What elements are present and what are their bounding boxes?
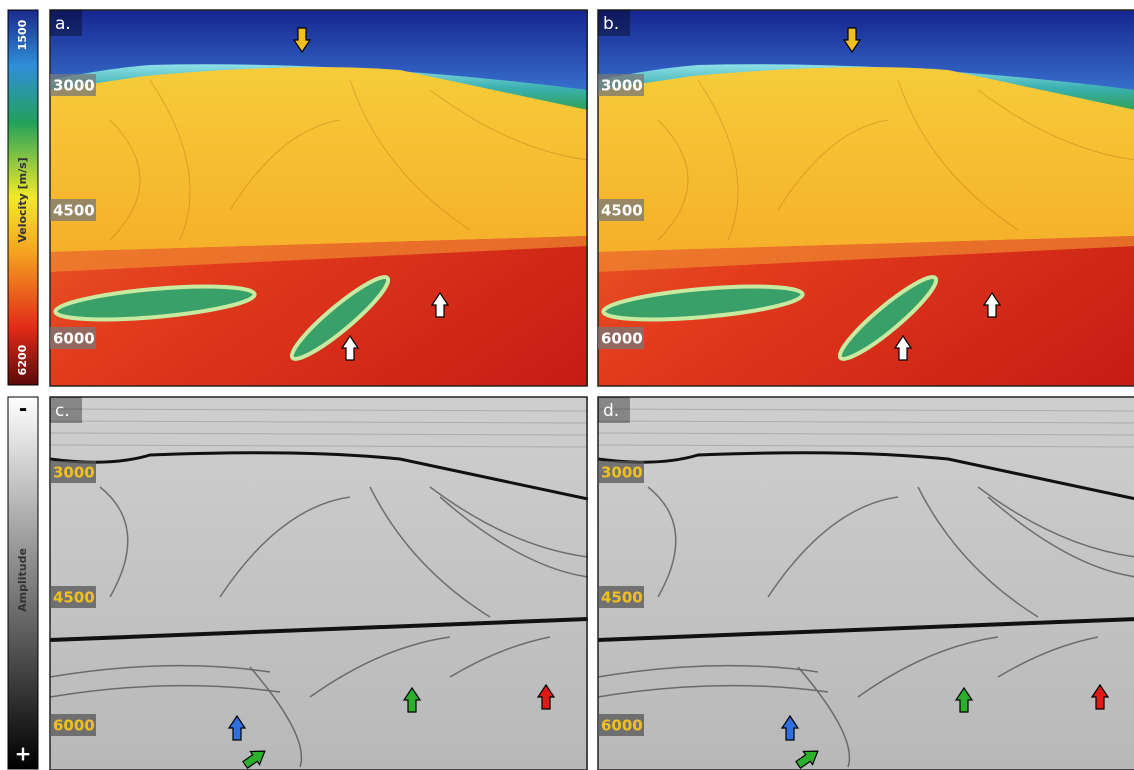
depth-label-bg	[598, 714, 644, 736]
depth-label-bg	[50, 199, 96, 221]
depth-label: 3000	[601, 77, 643, 95]
panel-label-bg	[598, 397, 630, 423]
panel-label: c.	[55, 401, 70, 421]
depth-label-bg	[598, 199, 644, 221]
depth-label-bg	[598, 461, 644, 483]
panel-image	[596, 395, 1134, 770]
panel-image	[596, 8, 1134, 388]
colorbar-label: Amplitude	[16, 548, 29, 612]
panel-label-bg	[50, 10, 82, 36]
panel-frame	[597, 9, 1134, 387]
panel-image	[48, 8, 590, 388]
depth-label-bg	[50, 74, 96, 96]
depth-label: 4500	[601, 589, 643, 607]
colorbar-bottom: +	[15, 742, 32, 766]
depth-label-bg	[598, 327, 644, 349]
panel-frame	[597, 396, 1134, 770]
depth-label: 6000	[601, 330, 643, 348]
panel: b. 3000 4500 6000	[596, 8, 1134, 388]
colorbar-bottom: 6200	[16, 344, 29, 375]
velocity-colorbar	[7, 9, 39, 386]
depth-label: 3000	[53, 77, 95, 95]
depth-label-bg	[50, 461, 96, 483]
depth-label: 3000	[601, 464, 643, 482]
depth-label: 4500	[601, 202, 643, 220]
colorbar-top: 1500	[16, 19, 29, 50]
depth-label-bg	[598, 586, 644, 608]
depth-label: 6000	[53, 330, 95, 348]
colorbar-label: Velocity [m/s]	[16, 157, 29, 242]
panel: c. 3000 4500 6000	[48, 395, 590, 770]
depth-label-bg	[50, 327, 96, 349]
panel-label: d.	[603, 401, 619, 421]
panel-label-bg	[598, 10, 630, 36]
amplitude-colorbar	[7, 396, 39, 770]
panel: a. 3000 4500 6000	[48, 8, 590, 388]
panel-label: a.	[55, 14, 71, 34]
depth-label: 4500	[53, 202, 95, 220]
panel-frame	[49, 396, 588, 770]
depth-label-bg	[598, 74, 644, 96]
panel: d. 3000 4500 6000	[596, 395, 1134, 770]
depth-label-bg	[50, 714, 96, 736]
depth-label: 6000	[601, 717, 643, 735]
panel-label: b.	[603, 14, 619, 34]
panel-label-bg	[50, 397, 82, 423]
depth-label-bg	[50, 586, 96, 608]
depth-label: 3000	[53, 464, 95, 482]
panels: a. 3000 4500 6000 b. 3000 4500 6000 c. 3000 4500 60…	[48, 8, 1134, 770]
panel-frame	[49, 9, 588, 387]
colorbar-top: -	[19, 397, 27, 421]
depth-label: 4500	[53, 589, 95, 607]
depth-label: 6000	[53, 717, 95, 735]
panel-image	[48, 395, 590, 770]
